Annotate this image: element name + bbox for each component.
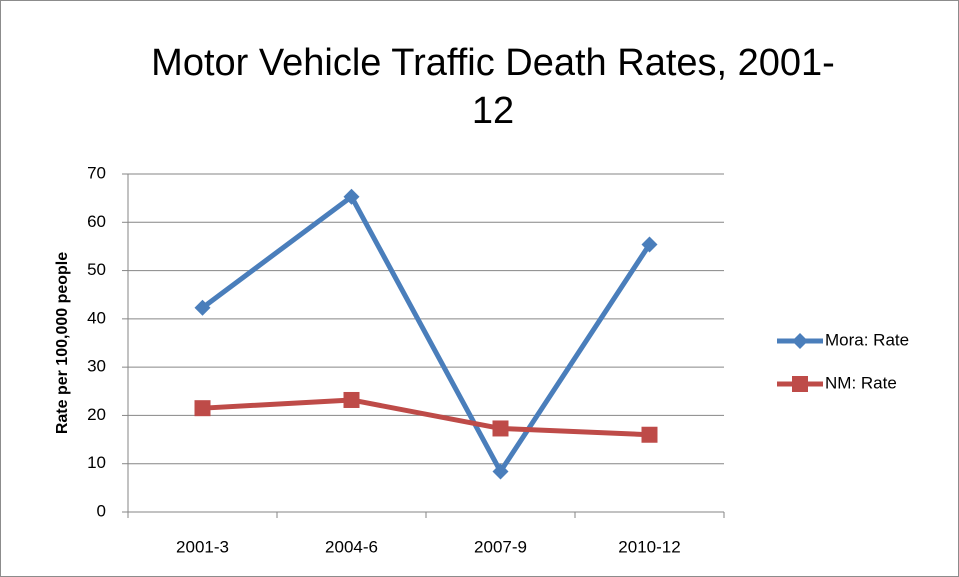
x-tick-label: 2004-6: [325, 537, 378, 556]
y-tick-label: 10: [87, 453, 106, 472]
series-line: [201, 194, 652, 474]
legend-label: Mora: Rate: [825, 330, 909, 349]
point: [641, 426, 658, 443]
point: [641, 236, 658, 253]
point: [492, 463, 509, 480]
y-tick-label: 60: [87, 212, 106, 231]
y-tick-label: 40: [87, 308, 106, 327]
chart-title: Motor Vehicle Traffic Death Rates, 2001-…: [151, 42, 835, 132]
y-tick-label: 70: [87, 163, 106, 182]
x-tick-label: 2010-12: [618, 537, 680, 556]
point: [194, 299, 211, 316]
legend-marker: [792, 333, 808, 349]
point: [492, 420, 509, 437]
legend-label: NM: Rate: [825, 373, 897, 392]
series-line: [202, 397, 650, 438]
y-tick-label: 30: [87, 357, 106, 376]
y-tick-label: 20: [87, 405, 106, 424]
y-tick-label: 50: [87, 260, 106, 279]
y-axis-label: Rate per 100,000 people: [54, 252, 71, 434]
legend-marker: [792, 376, 808, 392]
point: [343, 188, 360, 205]
point: [343, 391, 360, 408]
y-tick-label: 0: [97, 501, 106, 520]
x-tick-label: 2007-9: [474, 537, 527, 556]
x-tick-label: 2001-3: [176, 537, 229, 556]
point: [194, 400, 211, 417]
